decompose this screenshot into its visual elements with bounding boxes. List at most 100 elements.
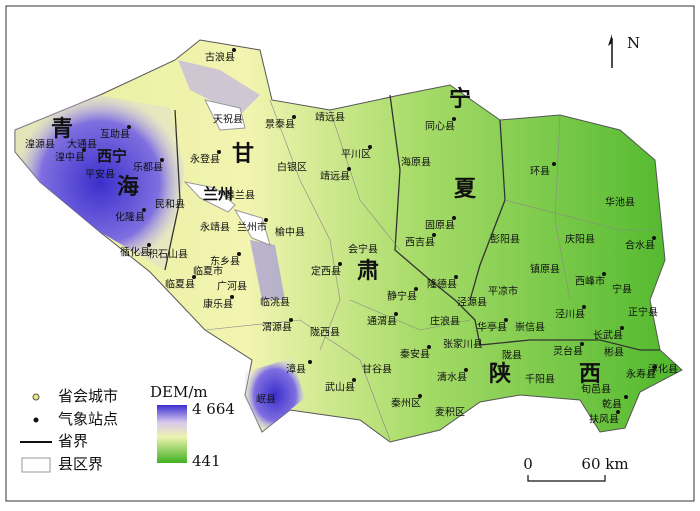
province-label: 陕 bbox=[489, 361, 511, 387]
station bbox=[347, 167, 351, 171]
county-label: 合水县 bbox=[625, 239, 655, 252]
station bbox=[616, 410, 620, 414]
county-label: 景泰县 bbox=[265, 118, 295, 131]
dem-ramp bbox=[157, 405, 187, 463]
county-label: 定西县 bbox=[311, 265, 341, 278]
county-border-symbol bbox=[21, 457, 51, 473]
dem-max: 4 664 bbox=[192, 400, 235, 418]
county-label: 积石山县 bbox=[148, 249, 188, 261]
province-border bbox=[164, 109, 181, 271]
county-label: 永登县 bbox=[190, 153, 220, 166]
station bbox=[582, 305, 586, 309]
county-label: 漳县 bbox=[286, 363, 306, 376]
county-label: 灵台县 bbox=[553, 345, 583, 358]
station bbox=[414, 287, 418, 291]
county-label: 民和县 bbox=[155, 199, 185, 211]
county-label: 泾川县 bbox=[555, 308, 585, 321]
station bbox=[624, 395, 628, 399]
county-label: 正宁县 bbox=[628, 306, 658, 319]
county-label: 隆德县 bbox=[427, 278, 457, 291]
county-label: 西峰市 bbox=[575, 275, 605, 288]
county-label: 渭源县 bbox=[262, 321, 292, 334]
station bbox=[620, 326, 624, 330]
lake bbox=[183, 181, 236, 213]
county-label: 固原县 bbox=[425, 220, 455, 232]
county-label: 通渭县 bbox=[367, 316, 397, 328]
county-label: 古浪县 bbox=[205, 51, 235, 64]
county-label: 海原县 bbox=[401, 156, 431, 169]
scale-bar bbox=[527, 475, 606, 482]
station bbox=[237, 252, 241, 256]
county-label: 天祝县 bbox=[213, 113, 243, 126]
county-label: 华亭县 bbox=[477, 321, 507, 334]
station bbox=[232, 48, 236, 52]
county-label: 旬邑县 bbox=[581, 383, 611, 396]
legend-capital: 省会城市 bbox=[58, 387, 118, 405]
county-label: 兰州市 bbox=[237, 221, 267, 234]
station bbox=[452, 216, 456, 220]
legend-province-border: 省界 bbox=[58, 432, 88, 450]
county-label: 泾源县 bbox=[457, 296, 487, 309]
mountain-south bbox=[245, 358, 305, 432]
capital-symbol bbox=[32, 393, 40, 401]
county-label: 华池县 bbox=[605, 196, 635, 209]
county-label: 广河县 bbox=[217, 281, 247, 293]
station bbox=[418, 394, 422, 398]
county-label: 西吉县 bbox=[405, 237, 435, 249]
province-label: 海 bbox=[117, 174, 139, 200]
province-label: 夏 bbox=[454, 176, 477, 202]
station bbox=[192, 275, 196, 279]
station bbox=[454, 275, 458, 279]
dem-min: 441 bbox=[192, 452, 221, 470]
legend-station: 气象站点 bbox=[58, 410, 118, 428]
scale-end: 60 km bbox=[581, 455, 628, 473]
station bbox=[292, 115, 296, 119]
county-label: 同心县 bbox=[425, 121, 455, 133]
county-label: 环县 bbox=[530, 166, 550, 178]
lake bbox=[204, 99, 246, 131]
county-label: 扶风县 bbox=[589, 413, 619, 426]
province-border bbox=[469, 119, 506, 301]
city-label: 西宁 bbox=[97, 147, 127, 165]
county-label: 皋兰县 bbox=[225, 189, 255, 202]
station bbox=[368, 145, 372, 149]
scale-start: 0 bbox=[523, 455, 533, 473]
county-borders bbox=[204, 99, 660, 441]
station bbox=[160, 158, 164, 162]
station bbox=[82, 148, 86, 152]
province-label: 青 bbox=[51, 116, 73, 142]
mountain-west bbox=[15, 95, 185, 270]
county-label: 武山县 bbox=[325, 381, 355, 394]
province-label: 宁 bbox=[449, 86, 471, 112]
station bbox=[308, 360, 312, 364]
frame bbox=[5, 5, 695, 502]
county-label: 千阳县 bbox=[525, 374, 555, 386]
county-label: 长武县 bbox=[593, 329, 623, 342]
county-label: 崇信县 bbox=[515, 322, 545, 334]
county-label: 湟源县 bbox=[25, 138, 55, 151]
county-label: 彬县 bbox=[604, 346, 624, 359]
county-label: 循化县 bbox=[120, 246, 150, 259]
station bbox=[338, 262, 342, 266]
province-label: 肃 bbox=[357, 258, 379, 284]
county-label: 永寿县 bbox=[626, 368, 656, 381]
mountain-qilian bbox=[178, 60, 260, 115]
county-label: 互助县 bbox=[100, 128, 130, 141]
county-label: 淳化县 bbox=[648, 363, 678, 376]
county-label: 白银区 bbox=[277, 161, 307, 174]
province-border bbox=[389, 94, 660, 351]
county-label: 康乐县 bbox=[203, 298, 233, 311]
county-label: 化隆县 bbox=[115, 211, 145, 224]
county-label: 靖远县 bbox=[320, 170, 350, 183]
station bbox=[652, 236, 656, 240]
county-label: 秦州区 bbox=[391, 397, 421, 410]
county-label: 清水县 bbox=[437, 371, 467, 384]
north-label: N bbox=[627, 34, 640, 52]
station bbox=[147, 243, 151, 247]
station bbox=[217, 150, 221, 154]
station bbox=[142, 208, 146, 212]
station bbox=[653, 365, 657, 369]
station bbox=[230, 295, 234, 299]
